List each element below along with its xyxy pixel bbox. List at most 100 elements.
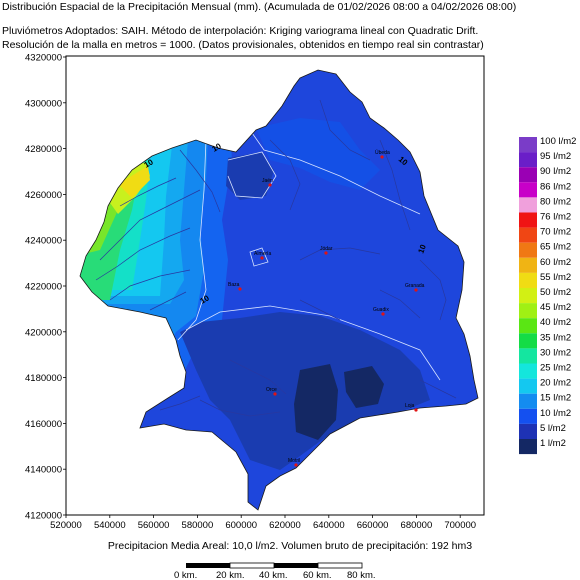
method-text: Pluviómetros Adoptados: SAIH. Método de … xyxy=(2,25,479,37)
city-label: Loja xyxy=(405,403,415,409)
legend-label: 100 l/m2 xyxy=(540,136,576,147)
city-label: Jódar xyxy=(320,246,333,252)
y-tick-label: 4280000 xyxy=(25,144,62,155)
city-baza: Baza xyxy=(228,282,242,291)
legend-label: 55 l/m2 xyxy=(540,272,571,283)
y-tick-label: 4220000 xyxy=(25,282,62,293)
x-tick-label: 540000 xyxy=(94,520,126,531)
legend-label: 30 l/m2 xyxy=(540,347,571,358)
city-orce: Orce xyxy=(266,387,277,396)
y-tick-label: 4160000 xyxy=(25,419,62,430)
city-label: Guadix xyxy=(373,307,389,313)
x-tick-label: 680000 xyxy=(401,520,433,531)
x-tick-label: 520000 xyxy=(50,520,82,531)
legend-swatch xyxy=(519,182,537,198)
x-tick-label: 560000 xyxy=(138,520,170,531)
legend-swatch xyxy=(519,272,537,288)
y-tick-label: 4120000 xyxy=(25,511,62,522)
legend-swatch xyxy=(519,197,537,213)
city-jaen: Jaén xyxy=(262,178,273,187)
legend-label: 65 l/m2 xyxy=(540,242,571,253)
city-motril: Motril xyxy=(288,458,300,467)
x-tick-label: 700000 xyxy=(444,520,476,531)
city-markers: Jaén Úbeda Jódar Baza Granada Guadix Orc… xyxy=(228,149,425,467)
legend-swatch xyxy=(519,363,537,379)
scale-label: 80 km. xyxy=(347,570,376,580)
legend-label: 20 l/m2 xyxy=(540,378,571,389)
legend-label: 86 l/m2 xyxy=(540,181,571,192)
legend-swatch xyxy=(519,257,537,273)
city-label: Almería xyxy=(254,251,271,257)
x-tick-label: 580000 xyxy=(182,520,214,531)
legend: 100 l/m2 95 l/m2 90 l/m2 86 l/m2 80 l/m2 76 l… xyxy=(519,136,576,455)
city-label: Granada xyxy=(405,283,425,289)
y-tick-label: 4260000 xyxy=(25,190,62,201)
y-tick-label: 4140000 xyxy=(25,465,62,476)
legend-label: 10 l/m2 xyxy=(540,408,571,419)
scale-bar: 0 km. 20 km. 40 km. 60 km. 80 km. xyxy=(174,562,376,580)
legend-label: 15 l/m2 xyxy=(540,393,571,404)
legend-label: 35 l/m2 xyxy=(540,332,571,343)
legend-swatch xyxy=(519,333,537,349)
city-almeria: Almería xyxy=(254,251,271,260)
y-tick-label: 4240000 xyxy=(25,236,62,247)
legend-label: 50 l/m2 xyxy=(540,287,571,298)
legend-swatch xyxy=(519,137,537,153)
legend-label: 40 l/m2 xyxy=(540,317,571,328)
city-loja: Loja xyxy=(405,403,418,412)
scale-label: 0 km. xyxy=(174,570,197,580)
legend-swatch xyxy=(519,167,537,183)
map-title: Distribución Espacial de la Precipitació… xyxy=(2,1,517,13)
legend-label: 1 l/m2 xyxy=(540,438,566,449)
river-network xyxy=(95,99,457,417)
x-tick-label: 640000 xyxy=(313,520,345,531)
legend-swatch xyxy=(519,242,537,258)
summary-text: Precipitacion Media Areal: 10,0 l/m2. Vo… xyxy=(107,540,473,552)
legend-swatch xyxy=(519,318,537,334)
legend-swatch xyxy=(519,408,537,424)
legend-swatch xyxy=(519,288,537,304)
y-tick-label: 4180000 xyxy=(25,373,62,384)
y-tick-label: 4320000 xyxy=(25,53,62,64)
legend-label: 60 l/m2 xyxy=(540,257,571,268)
legend-label: 25 l/m2 xyxy=(540,363,571,374)
scale-label: 40 km. xyxy=(259,570,288,580)
legend-swatch xyxy=(519,227,537,243)
legend-swatch xyxy=(519,439,537,455)
y-axis: 4320000 4300000 4280000 4260000 4240000 42200… xyxy=(25,53,66,522)
legend-label: 76 l/m2 xyxy=(540,212,571,223)
x-tick-label: 620000 xyxy=(269,520,301,531)
legend-label: 90 l/m2 xyxy=(540,166,571,177)
city-label: Motril xyxy=(288,458,300,464)
city-label: Jaén xyxy=(262,178,273,184)
scale-label: 20 km. xyxy=(216,570,245,580)
legend-label: 45 l/m2 xyxy=(540,302,571,313)
city-label: Úbeda xyxy=(375,149,390,156)
resolution-text: Resolución de la malla en metros = 1000.… xyxy=(2,39,484,51)
legend-swatch xyxy=(519,152,537,168)
city-ubeda: Úbeda xyxy=(375,149,390,159)
legend-swatch xyxy=(519,348,537,364)
x-tick-label: 600000 xyxy=(225,520,257,531)
city-jodar: Jódar xyxy=(320,246,333,255)
contour-label: 10 xyxy=(416,243,428,255)
city-label: Orce xyxy=(266,387,277,393)
legend-label: 5 l/m2 xyxy=(540,423,566,434)
legend-swatch xyxy=(519,393,537,409)
legend-swatch xyxy=(519,212,537,228)
legend-label: 80 l/m2 xyxy=(540,196,571,207)
x-tick-label: 660000 xyxy=(357,520,389,531)
city-label: Baza xyxy=(228,282,240,288)
legend-swatch xyxy=(519,303,537,319)
legend-label: 70 l/m2 xyxy=(540,227,571,238)
legend-swatch xyxy=(519,378,537,394)
y-tick-label: 4300000 xyxy=(25,98,62,109)
city-guadix: Guadix xyxy=(373,307,389,316)
x-axis: 520000 540000 560000 580000 600000 620000 6400… xyxy=(50,515,476,531)
y-tick-label: 4200000 xyxy=(25,327,62,338)
legend-label: 95 l/m2 xyxy=(540,151,571,162)
city-granada: Granada xyxy=(405,283,425,292)
scale-label: 60 km. xyxy=(303,570,332,580)
legend-swatch xyxy=(519,423,537,439)
